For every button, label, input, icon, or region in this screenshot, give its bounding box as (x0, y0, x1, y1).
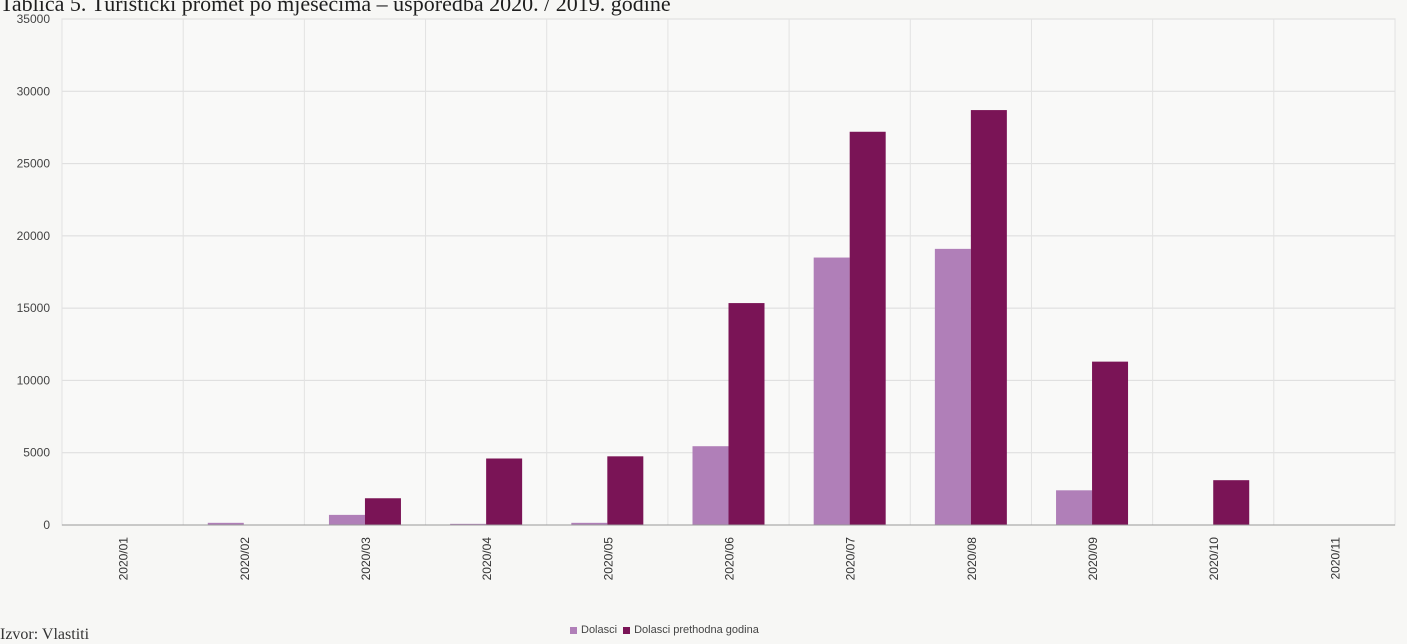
x-tick-label: 2020/11 (1328, 537, 1342, 580)
x-tick-label: 2020/09 (1086, 537, 1100, 581)
x-tick-label: 2020/01 (117, 537, 131, 581)
legend-swatch-prethodna (623, 626, 631, 634)
bar-prethodna (728, 303, 765, 525)
x-tick-label: 2020/05 (601, 537, 615, 581)
x-tick-label: 2020/03 (359, 537, 373, 581)
y-tick-label: 10000 (17, 373, 51, 387)
bar-prethodna (364, 498, 401, 525)
legend-item-prethodna: Dolasci prethodna godina (623, 624, 759, 636)
bar-dolasci (934, 248, 971, 525)
x-tick-label: 2020/06 (723, 537, 737, 581)
y-tick-label: 25000 (17, 157, 51, 171)
bar-dolasci (1056, 490, 1093, 525)
x-tick-label: 2020/04 (480, 537, 494, 581)
x-tick-label: 2020/07 (844, 537, 858, 581)
bar-dolasci (813, 257, 850, 525)
y-tick-label: 35000 (17, 12, 51, 26)
bar-prethodna (849, 131, 886, 525)
legend-item-dolasci: Dolasci (570, 624, 617, 636)
bar-dolasci (328, 514, 365, 525)
source-note: Izvor: Vlastiti (0, 626, 90, 643)
bar-prethodna (1092, 361, 1129, 525)
bar-prethodna (1213, 480, 1250, 525)
bar-prethodna (970, 110, 1007, 525)
y-tick-label: 30000 (17, 84, 51, 98)
y-tick-label: 20000 (17, 229, 51, 243)
y-tick-label: 15000 (17, 301, 51, 315)
bar-dolasci (450, 523, 487, 525)
bar-dolasci (207, 522, 244, 525)
legend-label-prethodna: Dolasci prethodna godina (634, 624, 759, 636)
legend-label-dolasci: Dolasci (581, 624, 618, 636)
legend-swatch-dolasci (570, 626, 577, 634)
bar-prethodna (486, 458, 523, 525)
bar-prethodna (607, 456, 644, 525)
bar-dolasci (571, 522, 608, 525)
x-tick-label: 2020/10 (1207, 537, 1221, 581)
y-tick-label: 5000 (23, 446, 50, 460)
x-tick-label: 2020/02 (238, 537, 252, 581)
y-tick-label: 0 (43, 518, 50, 532)
chart-title: Tablica 5. Turistički promet po mjesecim… (0, 0, 671, 16)
legend: Dolasci Dolasci prethodna godina (570, 624, 759, 636)
x-tick-label: 2020/08 (965, 537, 979, 581)
bar-dolasci (692, 446, 729, 525)
